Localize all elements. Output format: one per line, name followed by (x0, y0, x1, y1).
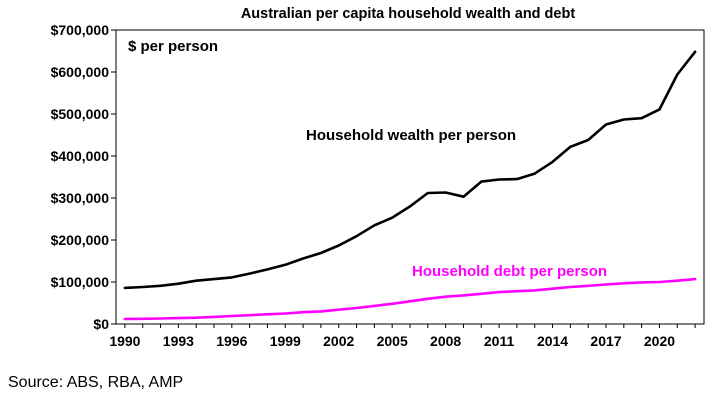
y-tick-label: $100,000 (51, 274, 110, 290)
y-tick-label: $300,000 (51, 190, 110, 206)
x-tick-label: 2008 (430, 333, 461, 349)
x-tick-label: 2011 (484, 333, 515, 349)
series-lines (123, 50, 697, 321)
x-tick-label: 2020 (644, 333, 675, 349)
x-tick-label: 2005 (377, 333, 408, 349)
x-tick-label: 1996 (216, 333, 247, 349)
unit-label: $ per person (128, 38, 218, 55)
x-axis-ticks: 1990 1993 1996 1999 2002 2005 2008 2011 2014 2017… (109, 324, 696, 349)
y-tick-label: $500,000 (51, 106, 110, 122)
series-line-wealth (123, 50, 697, 290)
x-tick-label: 2014 (537, 333, 568, 349)
legend-label-wealth: Household wealth per person (306, 127, 516, 144)
source-note: Source: ABS, RBA, AMP (8, 374, 184, 391)
series-line-debt (123, 277, 697, 321)
y-tick-label: $700,000 (51, 22, 110, 38)
y-tick-label: $0 (93, 316, 109, 332)
x-tick-label: 1990 (109, 333, 140, 349)
x-tick-label: 2002 (323, 333, 354, 349)
x-tick-label: 1993 (163, 333, 194, 349)
y-tick-label: $600,000 (51, 64, 110, 80)
x-tick-label: 1999 (270, 333, 301, 349)
chart-title: Australian per capita household wealth a… (241, 6, 576, 22)
y-axis-ticks: $0 $100,000 $200,000 $300,000 $400,000 $500,0… (51, 22, 116, 332)
legend-label-debt: Household debt per person (412, 263, 607, 280)
y-tick-label: $200,000 (51, 232, 110, 248)
chart: Australian per capita household wealth a… (51, 6, 705, 349)
y-tick-label: $400,000 (51, 148, 110, 164)
x-tick-label: 2017 (590, 333, 621, 349)
